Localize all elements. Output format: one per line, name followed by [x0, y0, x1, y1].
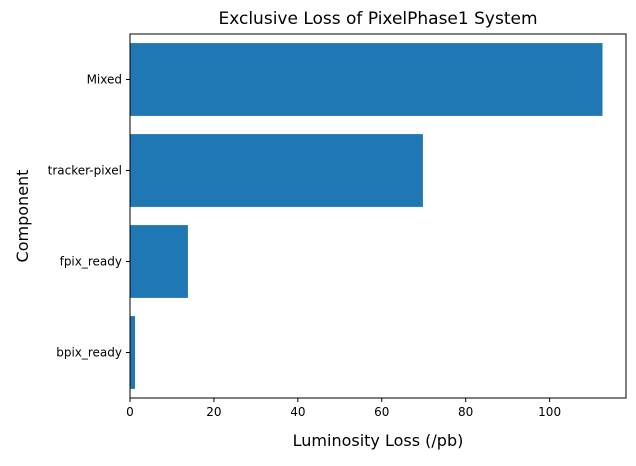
y-tick-label: tracker-pixel: [48, 164, 122, 178]
chart-title: Exclusive Loss of PixelPhase1 System: [218, 9, 537, 29]
x-tick-label: 100: [538, 405, 561, 419]
bars-group: [130, 43, 603, 389]
y-ticks-group: bpix_ready fpix_ready tracker-pixel Mixed: [48, 73, 130, 360]
y-tick-label: Mixed: [87, 73, 122, 87]
x-ticks-group: 0 20 40 60 80 100: [126, 398, 561, 419]
x-tick-label: 0: [126, 405, 134, 419]
x-tick-label: 20: [206, 405, 221, 419]
bar-Mixed: [130, 43, 603, 116]
y-tick-label: fpix_ready: [60, 255, 122, 269]
x-tick-label: 60: [374, 405, 389, 419]
bar-fpix_ready: [130, 225, 188, 298]
y-axis-label: Component: [13, 170, 32, 263]
plot-frame: [129, 33, 627, 399]
y-tick-label: bpix_ready: [56, 346, 122, 360]
x-axis-label: Luminosity Loss (/pb): [293, 431, 464, 450]
x-tick-label: 80: [458, 405, 473, 419]
x-tick-label: 40: [290, 405, 305, 419]
bar-bpix_ready: [130, 316, 136, 389]
bar-tracker-pixel: [130, 134, 423, 207]
